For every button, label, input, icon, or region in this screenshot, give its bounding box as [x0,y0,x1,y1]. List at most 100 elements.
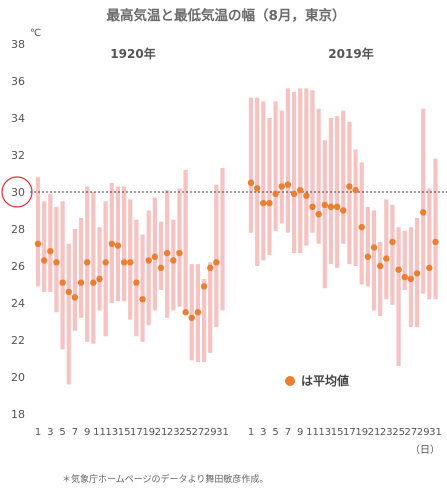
mean-point [290,190,298,198]
x-tick-label: 27 [192,427,205,438]
mean-point [358,223,365,231]
mean-point [284,181,292,188]
mean-point [170,257,177,264]
range-bar [316,108,321,244]
mean-point [309,203,316,210]
mean-point [352,186,359,194]
mean-point [253,185,261,192]
x-tick-label: 7 [72,427,78,438]
panel-label-1920: 1920年 [110,46,155,61]
x-tick-label: 15 [118,427,131,438]
range-bar [248,97,254,233]
range-bar [347,121,352,265]
x-tick-label: 29 [204,427,217,438]
range-bar [378,241,383,316]
range-bar [384,199,389,300]
x-tick-label: 9 [297,427,303,438]
mean-point [145,257,152,264]
range-bar [365,206,370,287]
y-tick-label: 36 [11,75,25,88]
mean-point [247,179,255,186]
x-tick-label: 21 [368,427,381,438]
mean-point [395,266,402,273]
x-tick-label: 31 [216,427,229,438]
range-bar [158,221,164,291]
mean-point [407,275,415,283]
mean-point [370,244,378,251]
footnote: ＊気象庁ホームページのデータより舞田敏彦作成。 [62,473,268,485]
range-bar [177,188,182,307]
range-bar [183,169,188,311]
mean-point [333,203,341,210]
y-axis-ticks: 18 20 22 24 26 28 30 32 34 36 38 [11,38,25,421]
mean-points [34,179,439,321]
range-bar [261,101,266,261]
mean-point [108,240,116,247]
legend-label: は平均値 [301,373,349,388]
mean-point [102,259,109,266]
range-bar [427,188,432,300]
range-bar [335,116,340,268]
range-bar [42,201,47,292]
range-bar [359,162,364,285]
x-tick-label: 27 [405,427,418,438]
x-tick-label: 9 [84,427,90,438]
mean-point [346,183,353,190]
mean-point [413,270,421,277]
legend-mean-dot [285,376,295,386]
mean-point [59,279,66,286]
mean-point [194,309,202,316]
mean-point [139,296,146,303]
x-tick-label: 13 [105,427,118,438]
y-axis-unit: ℃ [30,28,41,39]
mean-point [266,199,273,207]
mean-point [303,192,310,199]
x-tick-label: 31 [429,427,442,438]
mean-point [34,240,42,247]
mean-point [432,238,439,246]
y-tick-label: 22 [11,334,25,347]
mean-point [53,259,60,266]
x-tick-label: 21 [155,427,168,438]
y-tick-label: 32 [11,149,25,162]
y-tick-label: 30 [11,186,25,199]
mean-point [327,203,335,210]
x-tick-label: 11 [306,427,319,438]
mean-point [401,273,408,281]
x-tick-label: 25 [392,427,405,438]
range-bar [322,140,327,289]
x-tick-label: 17 [130,427,143,438]
mean-point [260,199,267,207]
range-bar [97,227,102,311]
range-bar [421,108,426,294]
range-bar [103,201,108,337]
mean-point [163,249,171,257]
mean-point [114,242,122,249]
x-tick-label: 15 [331,427,344,438]
range-bar [285,88,290,233]
mean-point [127,259,134,266]
mean-point [426,264,433,272]
mean-point [420,209,427,216]
mean-point [84,259,91,266]
mean-point [96,275,103,283]
range-bar [189,264,194,361]
range-bar [146,210,151,326]
range-bar [279,110,284,224]
range-bar [60,201,65,350]
x-axis-unit: （日） [410,444,440,456]
range-bar [310,90,315,233]
range-bar [402,230,407,291]
highlight-circle-30 [1,176,33,208]
mean-point [176,249,183,257]
mean-point [71,294,79,301]
x-tick-label: 5 [59,427,65,438]
y-tick-label: 24 [11,297,25,310]
range-bar [353,149,358,266]
range-bar [396,227,401,366]
x-tick-label: 1 [248,427,254,438]
mean-point [77,279,85,286]
x-tick-label: 1 [35,427,41,438]
range-bar [291,92,297,254]
chart-title: 最高気温と最低気温の幅（8月，東京） [107,7,346,24]
